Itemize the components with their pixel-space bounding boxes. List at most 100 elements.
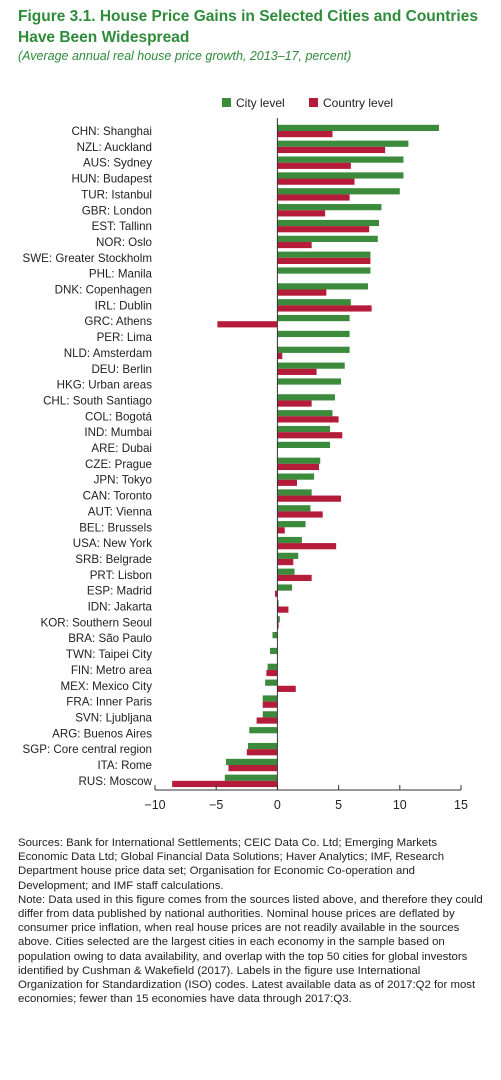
city-bar: [277, 584, 293, 591]
category-label: NOR: Oslo: [96, 236, 152, 249]
city-bar: [277, 616, 280, 623]
category-label: DNK: Copenhagen: [55, 284, 152, 297]
city-bar: [277, 315, 350, 322]
category-label: KOR: Southern Seoul: [41, 616, 153, 629]
category-label: BRA: São Paulo: [68, 632, 152, 645]
category-labels: CHN: Shanghai NZL: Auckland AUS: Sydney HUN…: [22, 125, 152, 788]
sources-text: Sources: Bank for International Settleme…: [18, 837, 445, 892]
category-label: TUR: Istanbul: [81, 188, 152, 201]
category-label: PER: Lima: [97, 331, 153, 344]
city-bar: [270, 647, 278, 655]
city-bar: [277, 489, 312, 496]
country-bar: [256, 717, 278, 724]
country-bar: [277, 495, 342, 502]
city-bar: [277, 457, 321, 464]
category-label: CAN: Toronto: [83, 490, 152, 503]
category-label: EST: Tallinn: [92, 220, 152, 233]
figure-notes: Sources: Bank for International Settleme…: [18, 836, 488, 1006]
note-text: Note: Data used in this figure comes fro…: [18, 893, 483, 1006]
country-bar: [277, 368, 317, 375]
category-label: FRA: Inner Paris: [66, 696, 152, 709]
city-bar: [277, 505, 311, 512]
city-bar: [277, 219, 379, 227]
city-bar: [249, 727, 278, 734]
country-bar: [228, 765, 278, 772]
city-bar: [277, 552, 299, 559]
x-tick-label: −5: [209, 798, 223, 812]
country-bar: [277, 511, 323, 518]
x-tick-label: 10: [393, 798, 407, 812]
country-bar: [277, 131, 333, 138]
category-label: SRB: Belgrade: [75, 553, 152, 566]
category-label: BEL: Brussels: [79, 521, 152, 534]
category-label: ARG: Buenos Aires: [52, 727, 152, 740]
category-label: ITA: Rome: [97, 759, 152, 772]
category-label: NZL: Auckland: [77, 141, 152, 154]
city-bar: [277, 124, 439, 131]
category-label: FIN: Metro area: [71, 664, 153, 677]
x-tick-label: −10: [144, 798, 165, 812]
city-bar: [277, 299, 351, 306]
category-label: JPN: Tokyo: [94, 474, 152, 487]
city-bar: [262, 695, 278, 702]
category-label: GBR: London: [82, 204, 152, 217]
city-bar: [267, 663, 278, 670]
city-bar: [277, 425, 331, 433]
country-bar: [277, 226, 370, 233]
country-bar: [277, 558, 294, 566]
country-bar: [277, 432, 343, 439]
country-bar: [277, 416, 339, 423]
country-bar: [172, 780, 278, 788]
category-label: TWN: Taipei City: [66, 648, 152, 661]
category-label: IRL: Dublin: [95, 299, 152, 312]
country-bar: [217, 321, 278, 328]
city-bar: [277, 410, 333, 417]
country-bar: [277, 162, 351, 169]
city-bar: [277, 473, 315, 480]
legend-swatch-country: [309, 98, 318, 107]
figure-header: Figure 3.1. House Price Gains in Selecte…: [18, 6, 488, 63]
city-bar: [277, 330, 350, 338]
x-tick-label: 5: [335, 798, 342, 812]
city-bar: [277, 346, 350, 353]
country-bar: [277, 400, 312, 407]
city-bar: [277, 251, 371, 258]
category-label: SGP: Core central region: [22, 743, 152, 756]
x-tick-label: 15: [454, 798, 468, 812]
country-bar: [277, 305, 372, 312]
category-label: PHL: Manila: [89, 268, 153, 281]
chart-legend: City level Country level: [222, 96, 393, 110]
category-label: NLD: Amsterdam: [64, 347, 152, 360]
figure-subtitle: (Average annual real house price growth,…: [18, 49, 352, 63]
city-bar: [277, 441, 331, 448]
country-bar: [277, 289, 327, 296]
category-label: AUT: Vienna: [88, 505, 153, 518]
bar-chart: City level Country level CHN: Shanghai NZL…: [22, 96, 468, 812]
city-bar: [277, 521, 306, 528]
chart-bars: [172, 124, 439, 788]
city-bar: [277, 204, 382, 211]
city-bar: [262, 711, 278, 718]
category-label: CZE: Prague: [85, 458, 152, 471]
country-bar: [266, 669, 278, 677]
category-label: AUS: Sydney: [83, 157, 152, 170]
x-axis: −10 −5 0 5 10 15: [144, 118, 468, 812]
city-bar: [224, 774, 278, 781]
category-label: DEU: Berlin: [91, 363, 152, 376]
country-bar: [277, 146, 386, 154]
city-bar: [265, 679, 278, 686]
country-bar: [277, 527, 285, 534]
country-bar: [277, 543, 337, 550]
city-bar: [277, 267, 371, 274]
category-label: SVN: Ljubljana: [75, 711, 152, 724]
city-bar: [277, 536, 302, 544]
country-bar: [277, 606, 289, 613]
country-bar: [277, 479, 297, 486]
category-label: HUN: Budapest: [71, 173, 152, 186]
city-bar: [225, 758, 278, 765]
country-bar: [277, 352, 283, 360]
category-label: USA: New York: [73, 537, 152, 550]
country-bar: [277, 463, 320, 471]
city-bar: [277, 568, 295, 575]
category-label: COL: Bogotá: [85, 410, 153, 423]
